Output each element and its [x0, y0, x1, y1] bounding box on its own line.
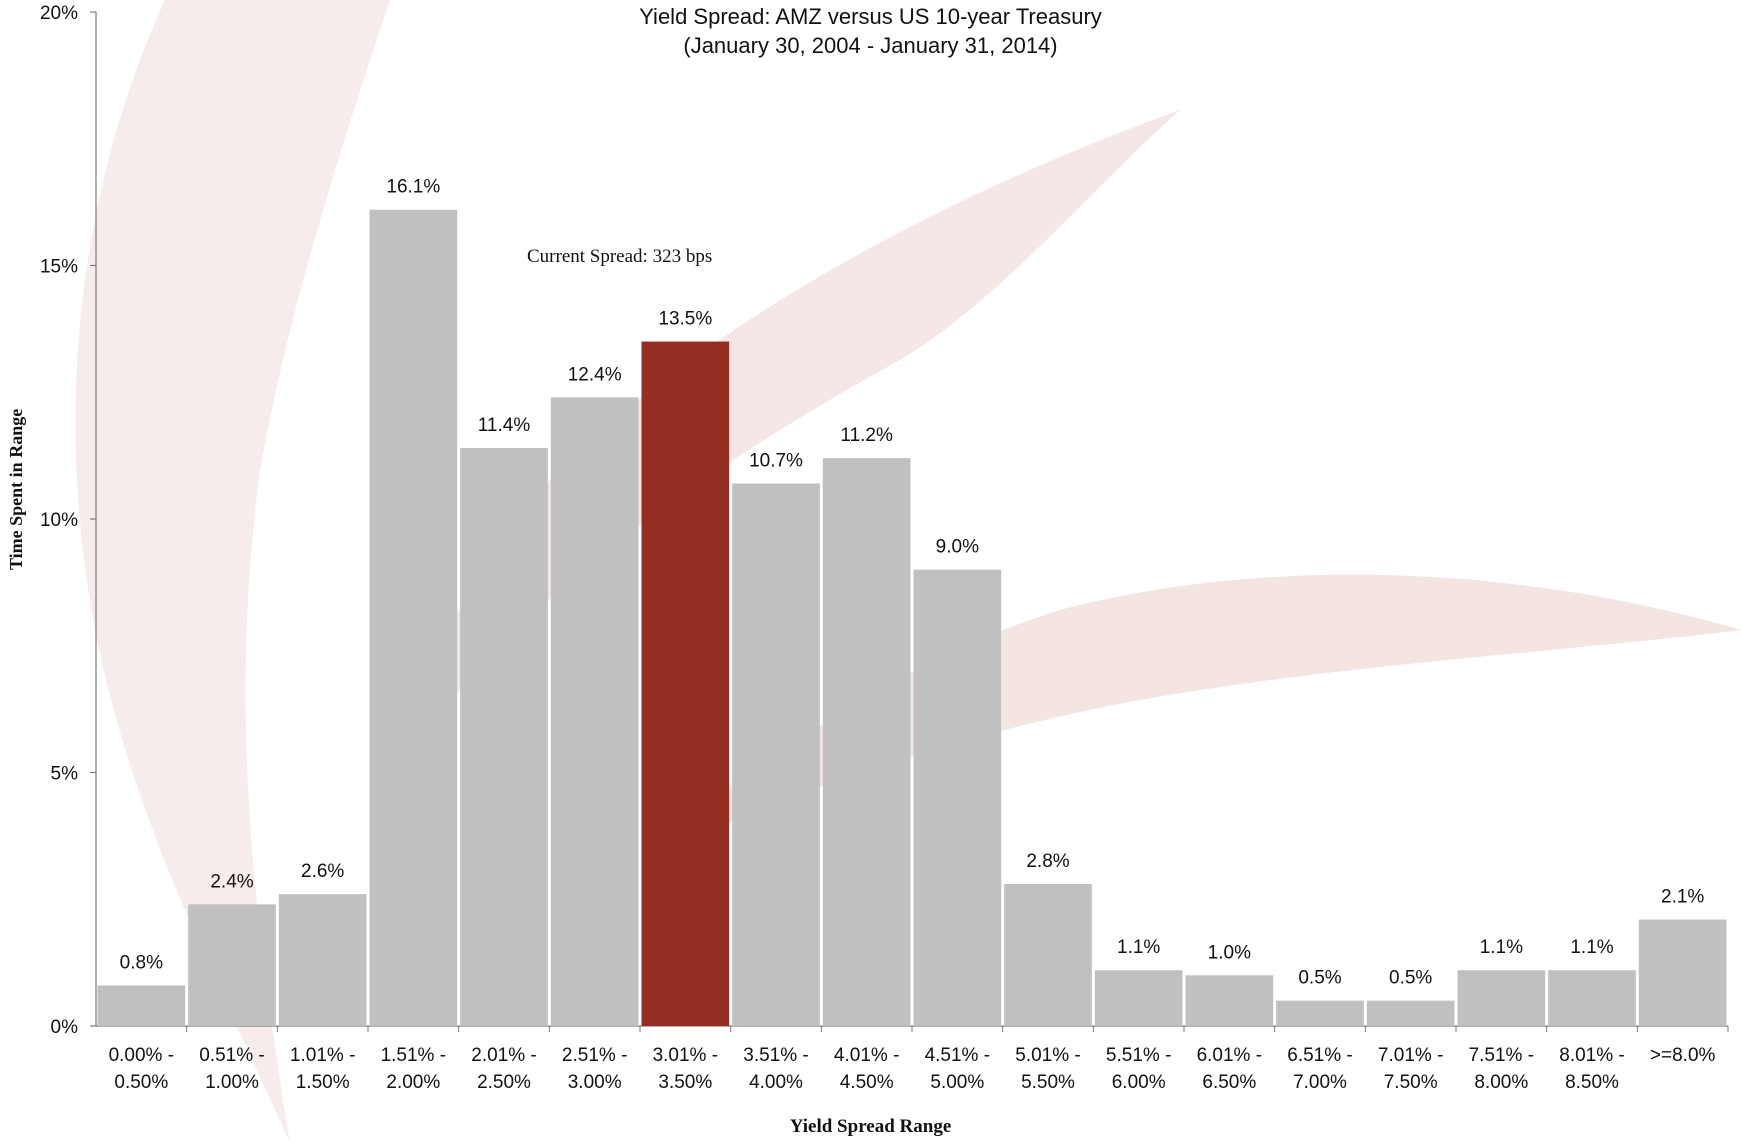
bar	[822, 458, 911, 1026]
bar	[913, 569, 1002, 1026]
x-tick-label: 2.50%	[477, 1072, 531, 1093]
x-tick-label: 0.50%	[114, 1072, 168, 1093]
data-label: 10.7%	[749, 451, 803, 472]
data-label: 0.5%	[1389, 968, 1432, 989]
x-tick-label: 6.50%	[1202, 1072, 1256, 1093]
x-tick-label: >=8.0%	[1650, 1045, 1716, 1066]
x-tick-label: 4.00%	[749, 1072, 803, 1093]
x-tick-label: 8.50%	[1565, 1072, 1619, 1093]
bar	[188, 904, 276, 1026]
x-axis-label: Yield Spread Range	[789, 1116, 952, 1137]
data-label: 0.8%	[120, 952, 163, 973]
bar	[1094, 970, 1183, 1026]
bar	[1457, 970, 1546, 1026]
x-tick-label: 2.01% -	[471, 1045, 536, 1066]
x-tick-label: 5.50%	[1021, 1072, 1075, 1093]
x-tick-label: 1.01% -	[290, 1045, 355, 1066]
bar	[641, 341, 730, 1026]
x-tick-label: 2.51% -	[562, 1045, 627, 1066]
data-label: 2.8%	[1026, 851, 1069, 872]
data-label: 2.1%	[1661, 887, 1704, 908]
bar	[732, 483, 820, 1026]
chart-title: Yield Spread: AMZ versus US 10-year Trea…	[639, 4, 1102, 29]
data-label: 1.1%	[1480, 937, 1523, 958]
x-tick-label: 8.00%	[1474, 1072, 1528, 1093]
x-tick-label: 5.51% -	[1106, 1045, 1171, 1066]
x-tick-label: 6.51% -	[1287, 1045, 1352, 1066]
x-tick-label: 4.50%	[840, 1072, 894, 1093]
x-tick-label: 3.01% -	[653, 1045, 718, 1066]
data-label: 0.5%	[1298, 968, 1341, 989]
x-tick-labels: 0.00% - 0.50% 0.51% - 1.00% 1.01% - 1.50% 1.51…	[109, 1026, 1729, 1093]
data-label: 1.1%	[1570, 937, 1613, 958]
x-tick-label: 0.51% -	[199, 1045, 264, 1066]
bar	[1276, 1000, 1364, 1026]
y-tick-label: 20%	[40, 3, 78, 24]
bar	[550, 397, 639, 1026]
data-label: 11.4%	[478, 415, 531, 436]
logo-leaf-left	[75, 0, 390, 1143]
x-tick-label: 4.01% -	[834, 1045, 899, 1066]
logo-leaf-upper	[420, 110, 1180, 740]
y-tick-label: 5%	[51, 764, 79, 785]
current-spread-annotation: Current Spread: 323 bps	[527, 246, 713, 267]
background-logo-watermark	[75, 0, 1741, 1143]
x-tick-label: 5.01% -	[1015, 1045, 1080, 1066]
data-label: 16.1%	[386, 177, 440, 198]
bar	[1638, 919, 1727, 1026]
y-axis-label: Time Spent in Range	[6, 408, 26, 570]
data-label: 12.4%	[568, 364, 622, 385]
bar	[1185, 975, 1274, 1026]
bar	[460, 448, 548, 1026]
x-tick-label: 3.50%	[658, 1072, 712, 1093]
data-label: 9.0%	[936, 537, 979, 558]
bar	[1366, 1000, 1455, 1026]
y-tick-label: 10%	[40, 510, 78, 531]
data-label: 13.5%	[658, 309, 712, 330]
x-tick-label: 7.00%	[1293, 1072, 1347, 1093]
x-tick-label: 8.01% -	[1559, 1045, 1624, 1066]
x-tick-label: 3.51% -	[743, 1045, 808, 1066]
x-tick-label: 7.50%	[1384, 1072, 1438, 1093]
bar	[278, 894, 367, 1026]
x-tick-label: 1.50%	[296, 1072, 350, 1093]
y-tick-label: 15%	[40, 257, 78, 278]
x-tick-label: 5.00%	[930, 1072, 984, 1093]
chart-subtitle: (January 30, 2004 - January 31, 2014)	[683, 33, 1058, 58]
x-tick-label: 7.01% -	[1378, 1045, 1443, 1066]
x-tick-label: 4.51% -	[925, 1045, 990, 1066]
data-label: 1.1%	[1117, 937, 1160, 958]
bar	[97, 985, 186, 1026]
bar	[369, 209, 458, 1027]
bars	[97, 209, 1727, 1027]
bar	[1004, 884, 1092, 1026]
x-tick-label: 6.00%	[1112, 1072, 1166, 1093]
x-tick-label: 6.01% -	[1197, 1045, 1262, 1066]
data-label: 1.0%	[1208, 942, 1251, 963]
data-label: 2.6%	[301, 861, 344, 882]
x-tick-label: 2.00%	[386, 1072, 440, 1093]
x-tick-label: 3.00%	[568, 1072, 622, 1093]
bar	[1548, 970, 1636, 1026]
y-tick-labels: 0% 5% 10% 15% 20%	[40, 3, 96, 1038]
x-tick-label: 1.51% -	[381, 1045, 446, 1066]
logo-leaf-right	[640, 574, 1741, 860]
x-tick-label: 0.00% -	[109, 1045, 174, 1066]
data-labels: 0.8% 2.4% 2.6% 16.1% 11.4% 12.4% 13.5% 10.7% 11.…	[120, 177, 1705, 989]
y-tick-label: 0%	[51, 1017, 79, 1038]
x-tick-label: 7.51% -	[1469, 1045, 1534, 1066]
x-tick-label: 1.00%	[205, 1072, 259, 1093]
data-label: 2.4%	[210, 871, 253, 892]
data-label: 11.2%	[840, 425, 893, 446]
